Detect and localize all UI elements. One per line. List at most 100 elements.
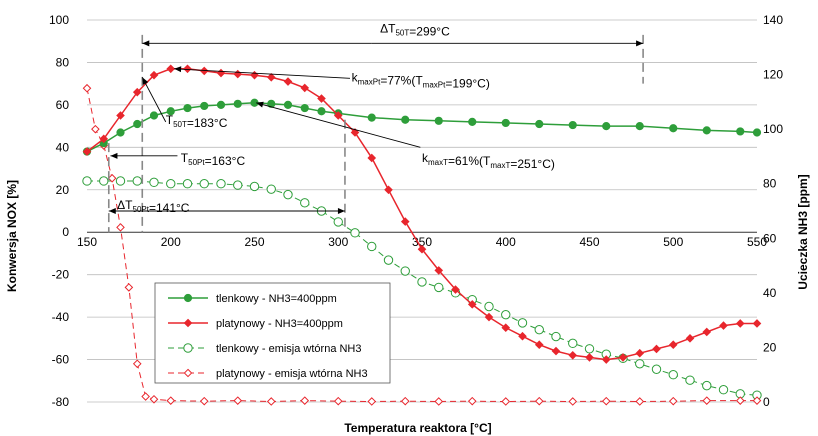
x-tick-label: 450 [579, 235, 599, 249]
data-point [702, 126, 711, 135]
data-point [91, 124, 100, 134]
data-point [199, 396, 209, 406]
data-point [668, 396, 678, 406]
y-left-tick-label: 40 [56, 140, 70, 154]
annotation-dt50pt-subscript: 50Pt [133, 205, 150, 214]
dt50pt-arrow-left-head [108, 208, 116, 214]
legend-items: tlenkowy - NH3=400ppm platynowy - NH3=400… [168, 293, 368, 380]
y-right-tick-label: 80 [763, 177, 777, 191]
data-point [551, 331, 561, 342]
annotations-layer: ΔT50T=299°CkmaxPt=77%(TmaxPt=199°C)T50T=… [107, 22, 644, 233]
data-point [534, 324, 544, 335]
legend-item: platynowy - NH3=400ppm [168, 318, 343, 330]
data-point [735, 396, 745, 405]
annotation-t50pt-part: =163°C [205, 154, 246, 168]
data-point [283, 77, 293, 86]
y-right-axis-label-text: Ucieczka NH3 [ppm] [796, 174, 810, 289]
data-point [518, 331, 527, 341]
data-point [132, 176, 142, 186]
data-point [484, 312, 494, 322]
data-point [350, 228, 360, 238]
data-point [669, 124, 678, 133]
data-point [417, 244, 427, 254]
data-point [718, 385, 729, 395]
y-left-tick-label: -80 [52, 395, 70, 409]
y-left-axis-label-text: Konwersja NOX [%] [5, 180, 19, 292]
data-point [166, 396, 176, 405]
legend-swatch-marker [183, 368, 193, 378]
y-right-axis-label: Ucieczka NH3 [ppm] [796, 174, 810, 289]
data-point [702, 396, 712, 405]
data-point [635, 348, 645, 358]
data-point [601, 396, 611, 406]
data-point [635, 359, 645, 369]
annotation-t50pt-subscript: 50Pt [188, 158, 205, 167]
data-point [267, 99, 276, 108]
data-point [233, 99, 242, 108]
data-point [82, 83, 92, 93]
data-point [367, 153, 377, 163]
data-point [141, 392, 150, 401]
x-tick-label: 500 [663, 235, 683, 249]
y-right-tick-label: 40 [763, 286, 777, 300]
annotation-t50t-part: T [166, 113, 174, 127]
x-tick-labels: 150 200 250 300 350 400 450 500 550 [77, 235, 767, 249]
data-point [333, 111, 343, 120]
data-point [115, 176, 126, 186]
legend-label: platynowy - NH3=400ppm [216, 318, 343, 330]
data-point [400, 396, 410, 406]
data-point [383, 255, 394, 265]
annotation-dt50t-part: ΔT [380, 22, 396, 36]
legend-swatch-marker [183, 293, 193, 303]
annotation-t50pt: T50Pt=163°C [181, 151, 246, 168]
ann-t50t-arrow [141, 77, 167, 123]
data-point [568, 397, 578, 406]
kmaxt-arrow [256, 102, 421, 148]
legend-swatch-marker [183, 318, 193, 328]
gridlines [87, 19, 757, 403]
data-point [317, 107, 326, 116]
data-point [333, 396, 343, 406]
data-point [367, 113, 376, 122]
data-point [182, 179, 193, 189]
data-point [702, 327, 712, 337]
data-point [401, 115, 410, 124]
series-0 [82, 98, 762, 156]
data-point [199, 66, 209, 76]
data-point [752, 128, 762, 137]
data-point [99, 176, 109, 186]
data-point [200, 101, 209, 111]
legend-label: tlenkowy - NH3=400ppm [216, 293, 337, 305]
y-left-tick-labels: 100 80 60 40 20 0 -20 -40 -60 -80 [49, 13, 69, 409]
ann-t50pt-arrow-head [110, 152, 118, 159]
annotation-kmaxpt-part: =77%(T [380, 74, 423, 88]
data-point [602, 122, 611, 131]
data-point [199, 179, 209, 189]
data-point [735, 319, 745, 328]
data-point [149, 394, 159, 404]
legend-label: tlenkowy - emisja wtórna NH3 [216, 343, 362, 355]
annotation-dt50pt: ΔT50Pt=141°C [117, 198, 190, 215]
data-point [116, 111, 125, 120]
data-point [99, 134, 109, 144]
data-point [133, 119, 142, 129]
annotation-dt50t-subscript: 50T [395, 29, 409, 38]
data-point [585, 353, 594, 362]
y-right-tick-label: 100 [763, 122, 783, 136]
data-point [107, 173, 117, 183]
data-point [417, 277, 427, 287]
kmaxpt-arrow-head [174, 66, 182, 73]
annotation-kmaxpt-subscript: maxPt [423, 81, 446, 90]
kmaxt-arrow-head [256, 101, 264, 108]
annotation-kmaxpt-part: k [352, 71, 359, 85]
x-axis-label: Temperatura reaktora [°C] [344, 421, 491, 435]
data-point [367, 397, 377, 406]
annotation-kmaxt-part: =251°C) [510, 157, 555, 171]
data-point [668, 370, 678, 380]
legend-item: tlenkowy - emisja wtórna NH3 [168, 343, 362, 355]
legend-item: platynowy - emisja wtórna NH3 [168, 368, 368, 380]
kmaxpt-arrow [174, 68, 350, 79]
data-point [685, 375, 695, 385]
annotation-t50t: T50T=183°C [166, 113, 228, 130]
data-point [183, 103, 192, 113]
